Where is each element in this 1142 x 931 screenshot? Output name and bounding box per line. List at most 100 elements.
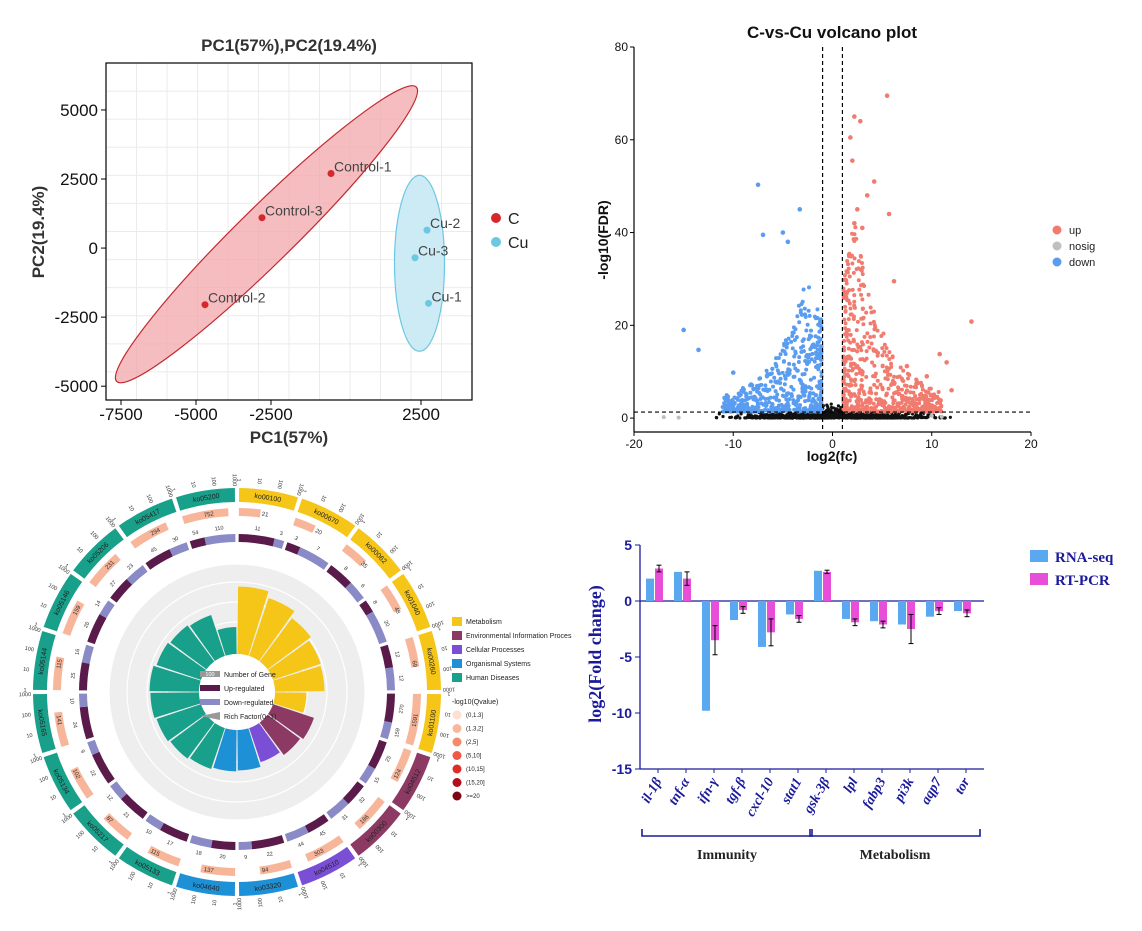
point-up [914,377,919,382]
point-up [871,348,876,353]
point-up [842,381,847,386]
point-nosig [844,415,848,419]
y-tick-label: 80 [615,40,629,54]
point-down [796,360,801,365]
scale-label: 1000 [443,686,455,692]
point-nosig [825,415,830,419]
point-up [842,348,847,353]
pca-point [425,299,432,307]
y-tick-label: -15 [612,761,632,777]
point-up [914,385,919,390]
gene-count-label: 48 [392,606,401,615]
point-down [774,407,779,412]
up-regulated-segment [304,814,329,833]
point-up [856,259,861,264]
category-label: ko00260 [425,648,436,676]
point-up [841,386,846,391]
point-nosig [746,413,750,417]
point-up [875,378,880,383]
point-up [904,395,909,400]
scale-label: 1000 [109,859,121,872]
y-tick-label: -5000 [55,377,98,396]
point-up [855,342,860,347]
point-up [842,358,847,363]
gene-count-bar [103,813,133,840]
scale-label: 10 [374,530,383,539]
pca-point [201,301,209,309]
point-down [751,386,756,391]
point-up [885,377,890,382]
point-down [764,403,769,408]
point-up [928,407,933,412]
point-up [918,380,923,385]
scale-label: 10 [49,794,57,802]
down-regulated-segment [169,542,190,557]
point-nosig [766,416,770,420]
qvalue-legend-key [452,764,462,774]
point-down [755,383,760,388]
point-down [798,310,803,315]
point-up [857,118,863,124]
bar-rtpcr [683,578,691,601]
bar-rtpcr [655,568,663,601]
point-down [779,407,784,412]
point-down [787,397,792,402]
up-count-label: 54 [192,530,199,537]
scale-label: 1000 [237,898,243,910]
bar-rnaseq [758,601,766,647]
scale-label: 10 [147,882,155,890]
pca-point [411,254,419,262]
up-count-label: 24 [71,721,78,728]
pca-x-axis-title: PC1(57%) [250,428,328,447]
category-label: cxcl-10 [743,776,777,820]
point-down [722,401,727,406]
point-down [763,383,768,388]
scale-label: 1000 [170,888,179,901]
point-up [911,390,916,395]
point-down [768,395,773,400]
point-up [872,374,877,379]
point-nosig [805,416,809,420]
scale-label: 1 [447,690,450,696]
category-segment [418,630,441,691]
rich-factor-bar [267,640,321,680]
gene-count-bar [293,517,316,533]
point-up [842,370,847,375]
point-up [858,267,863,272]
pca-point [327,169,335,177]
point-up [847,288,852,293]
point-nosig [884,413,888,418]
point-up [861,322,866,327]
point-up [846,262,851,267]
up-count-label: 12 [393,651,400,658]
point-nosig [917,415,921,419]
point-up [853,383,858,388]
scale-label: 100 [39,775,50,784]
point-up [904,388,909,393]
point-up [865,404,870,409]
point-down [758,396,763,401]
qvalue-legend-key [452,737,462,747]
point-nosig [929,413,934,418]
point-up [856,407,861,412]
gene-count-label: 141 [54,715,62,726]
point-up [844,281,849,286]
class-legend-label: Cellular Processes [466,647,525,654]
class-legend-label: Human Diseases [466,675,520,682]
point-nosig [784,416,788,420]
bar-rtpcr [711,601,719,641]
point-up [857,403,862,408]
scale-label: 1000 [353,512,365,525]
x-tick-label: -2500 [249,405,292,424]
scale-label: 100 [145,494,154,505]
bar-rnaseq [646,578,654,601]
point-down [767,400,772,405]
scale-label: 10 [23,667,30,674]
point-down [801,344,806,349]
rich-factor-gridline [108,563,366,821]
point-up [851,270,856,275]
point-nosig [729,415,734,419]
rich-factor-bar [156,642,207,680]
point-down [807,394,812,399]
category-segment [73,805,124,856]
